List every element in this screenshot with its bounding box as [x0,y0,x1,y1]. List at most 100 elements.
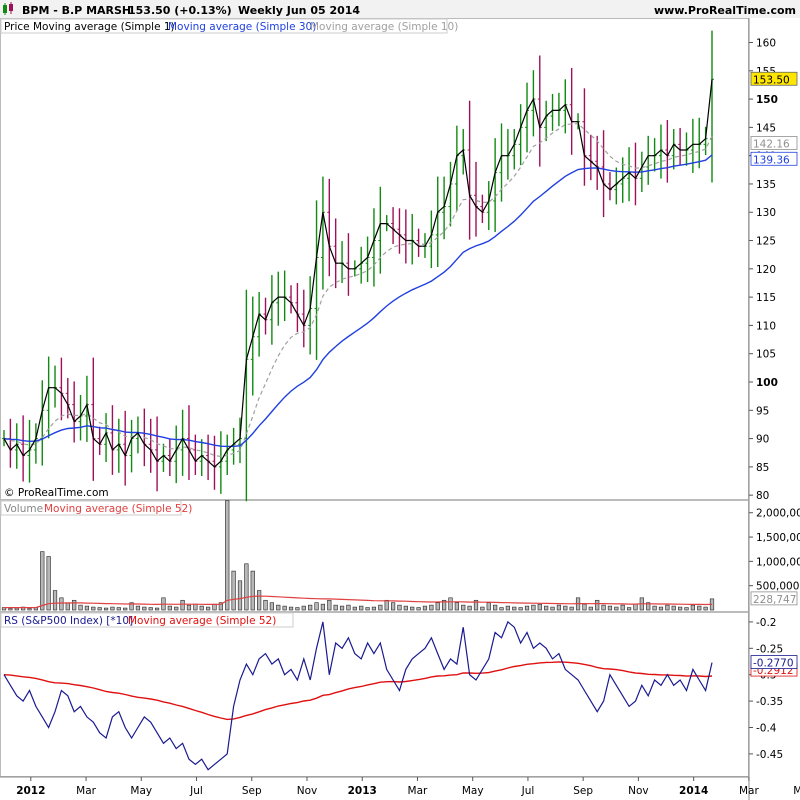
volume-bar [486,602,491,611]
price-tick-label: 110 [756,320,776,332]
volume-bar [78,604,83,611]
volume-bar [582,603,587,611]
volume-bar [257,590,262,611]
legend-rs-ma: Moving average (Simple 52) [128,615,276,627]
volume-bar [480,606,485,611]
volume-series [1,500,715,611]
ma30-line [3,154,713,448]
price-tick-label: 95 [756,405,769,417]
volume-bar [652,605,657,611]
volume-bar [658,606,664,611]
x-tick-label: Nov [297,785,318,797]
legend-ma30: Moving average (Simple 30) [168,21,316,33]
volume-bar [84,605,90,611]
header-site[interactable]: www.ProRealTime.com [654,4,796,17]
volume-bar [142,606,147,611]
volume-bar [646,602,651,611]
volume-bar [665,604,670,611]
volume-bar [225,500,230,611]
price-tick-label: 160 [756,37,776,49]
ma30-last-label-box [750,151,798,166]
price-tick-label: 90 [756,434,769,446]
last-price-label-box [750,71,798,86]
volume-bar [690,604,695,611]
ma1-line [3,79,713,468]
volume-bar [352,606,357,611]
volume-bar [186,604,192,611]
price-tick-label: 100 [756,377,778,389]
volume-bar [72,599,77,611]
volume-bar [91,606,96,611]
volume-bar [174,606,179,611]
volume-bar [697,605,702,611]
header-period-date: Weekly Jun 05 2014 [238,4,360,17]
volume-bar [154,607,160,611]
volume-bar [454,602,459,611]
x-tick-label: Mar [76,785,96,797]
volume-bar [148,607,153,611]
volume-bar [346,604,351,611]
volume-bar [422,605,428,611]
volume-bar [218,602,223,611]
ma10-last-label: 142.16 [750,136,798,150]
volume-bar [212,603,217,611]
rs-tick-label: -0.2 [756,617,777,629]
legend-volume-ma: Moving average (Simple 52) [44,503,192,515]
price-tick-label: 125 [756,236,776,248]
volume-bar [237,580,243,611]
x-tick-label: 2013 [348,785,377,797]
x-tick-label: May [462,785,484,797]
price-tick-label: 135 [756,179,776,191]
x-tick-label: Mar [408,785,428,797]
volume-bar [703,606,708,611]
rs-series [3,620,713,771]
price-tick-label: 115 [756,292,776,304]
ma30-last-label-text: 139.36 [753,154,790,166]
volume-bar [512,606,517,611]
volume-bar [435,602,440,611]
volume-bar [180,599,185,611]
rs-tick-label: -0.35 [756,696,783,708]
volume-bar [671,605,676,611]
x-tick-label: Jul [189,785,203,797]
volume-bar [14,607,19,611]
volume-bar [276,604,281,611]
volume-bar [52,590,58,611]
x-tick-label: 2012 [16,785,45,797]
x-tick-label: May [793,785,800,797]
volume-bar [633,603,638,611]
volume-bar [40,551,45,611]
volume-bar [65,602,70,611]
volume-bar [684,607,689,611]
volume-bar [384,599,389,611]
price-tick-label: 120 [756,264,776,276]
volume-bar [129,602,134,611]
legend-ma1: Moving average (Simple 1) [33,21,175,33]
volume-bar [27,608,32,611]
price-legend-box [0,18,448,34]
rs-line [3,620,713,771]
volume-bar [505,605,510,611]
volume-bar [416,607,421,611]
volume-bar [473,599,479,611]
header-bar: BPM - B.P MARSH 153.50 (+0.13%) Weekly J… [0,0,800,18]
ma30-last-label: 139.36 [750,151,798,166]
volume-bar [550,606,555,611]
rs-ma-line [3,661,713,721]
rs-last-label: -0.2770 [750,655,798,670]
price-series [2,30,714,502]
volume-bar [390,602,396,611]
volume-bar [295,607,300,611]
volume-bar [544,605,549,611]
rs-tick-label: -0.45 [756,749,783,761]
volume-bar [371,606,377,611]
rs-legend: RS (S&P500 Index) [*10] Moving average (… [0,612,294,628]
last-price-label-text: 153.50 [753,74,790,86]
volume-bar [359,605,364,611]
volume-bar [308,604,313,611]
volume-last-label-box [750,591,798,606]
rs-tick-label: -0.25 [756,643,783,655]
volume-bar [403,605,408,611]
price-tick-label: 145 [756,122,776,134]
x-tick-label: Mar [739,785,759,797]
